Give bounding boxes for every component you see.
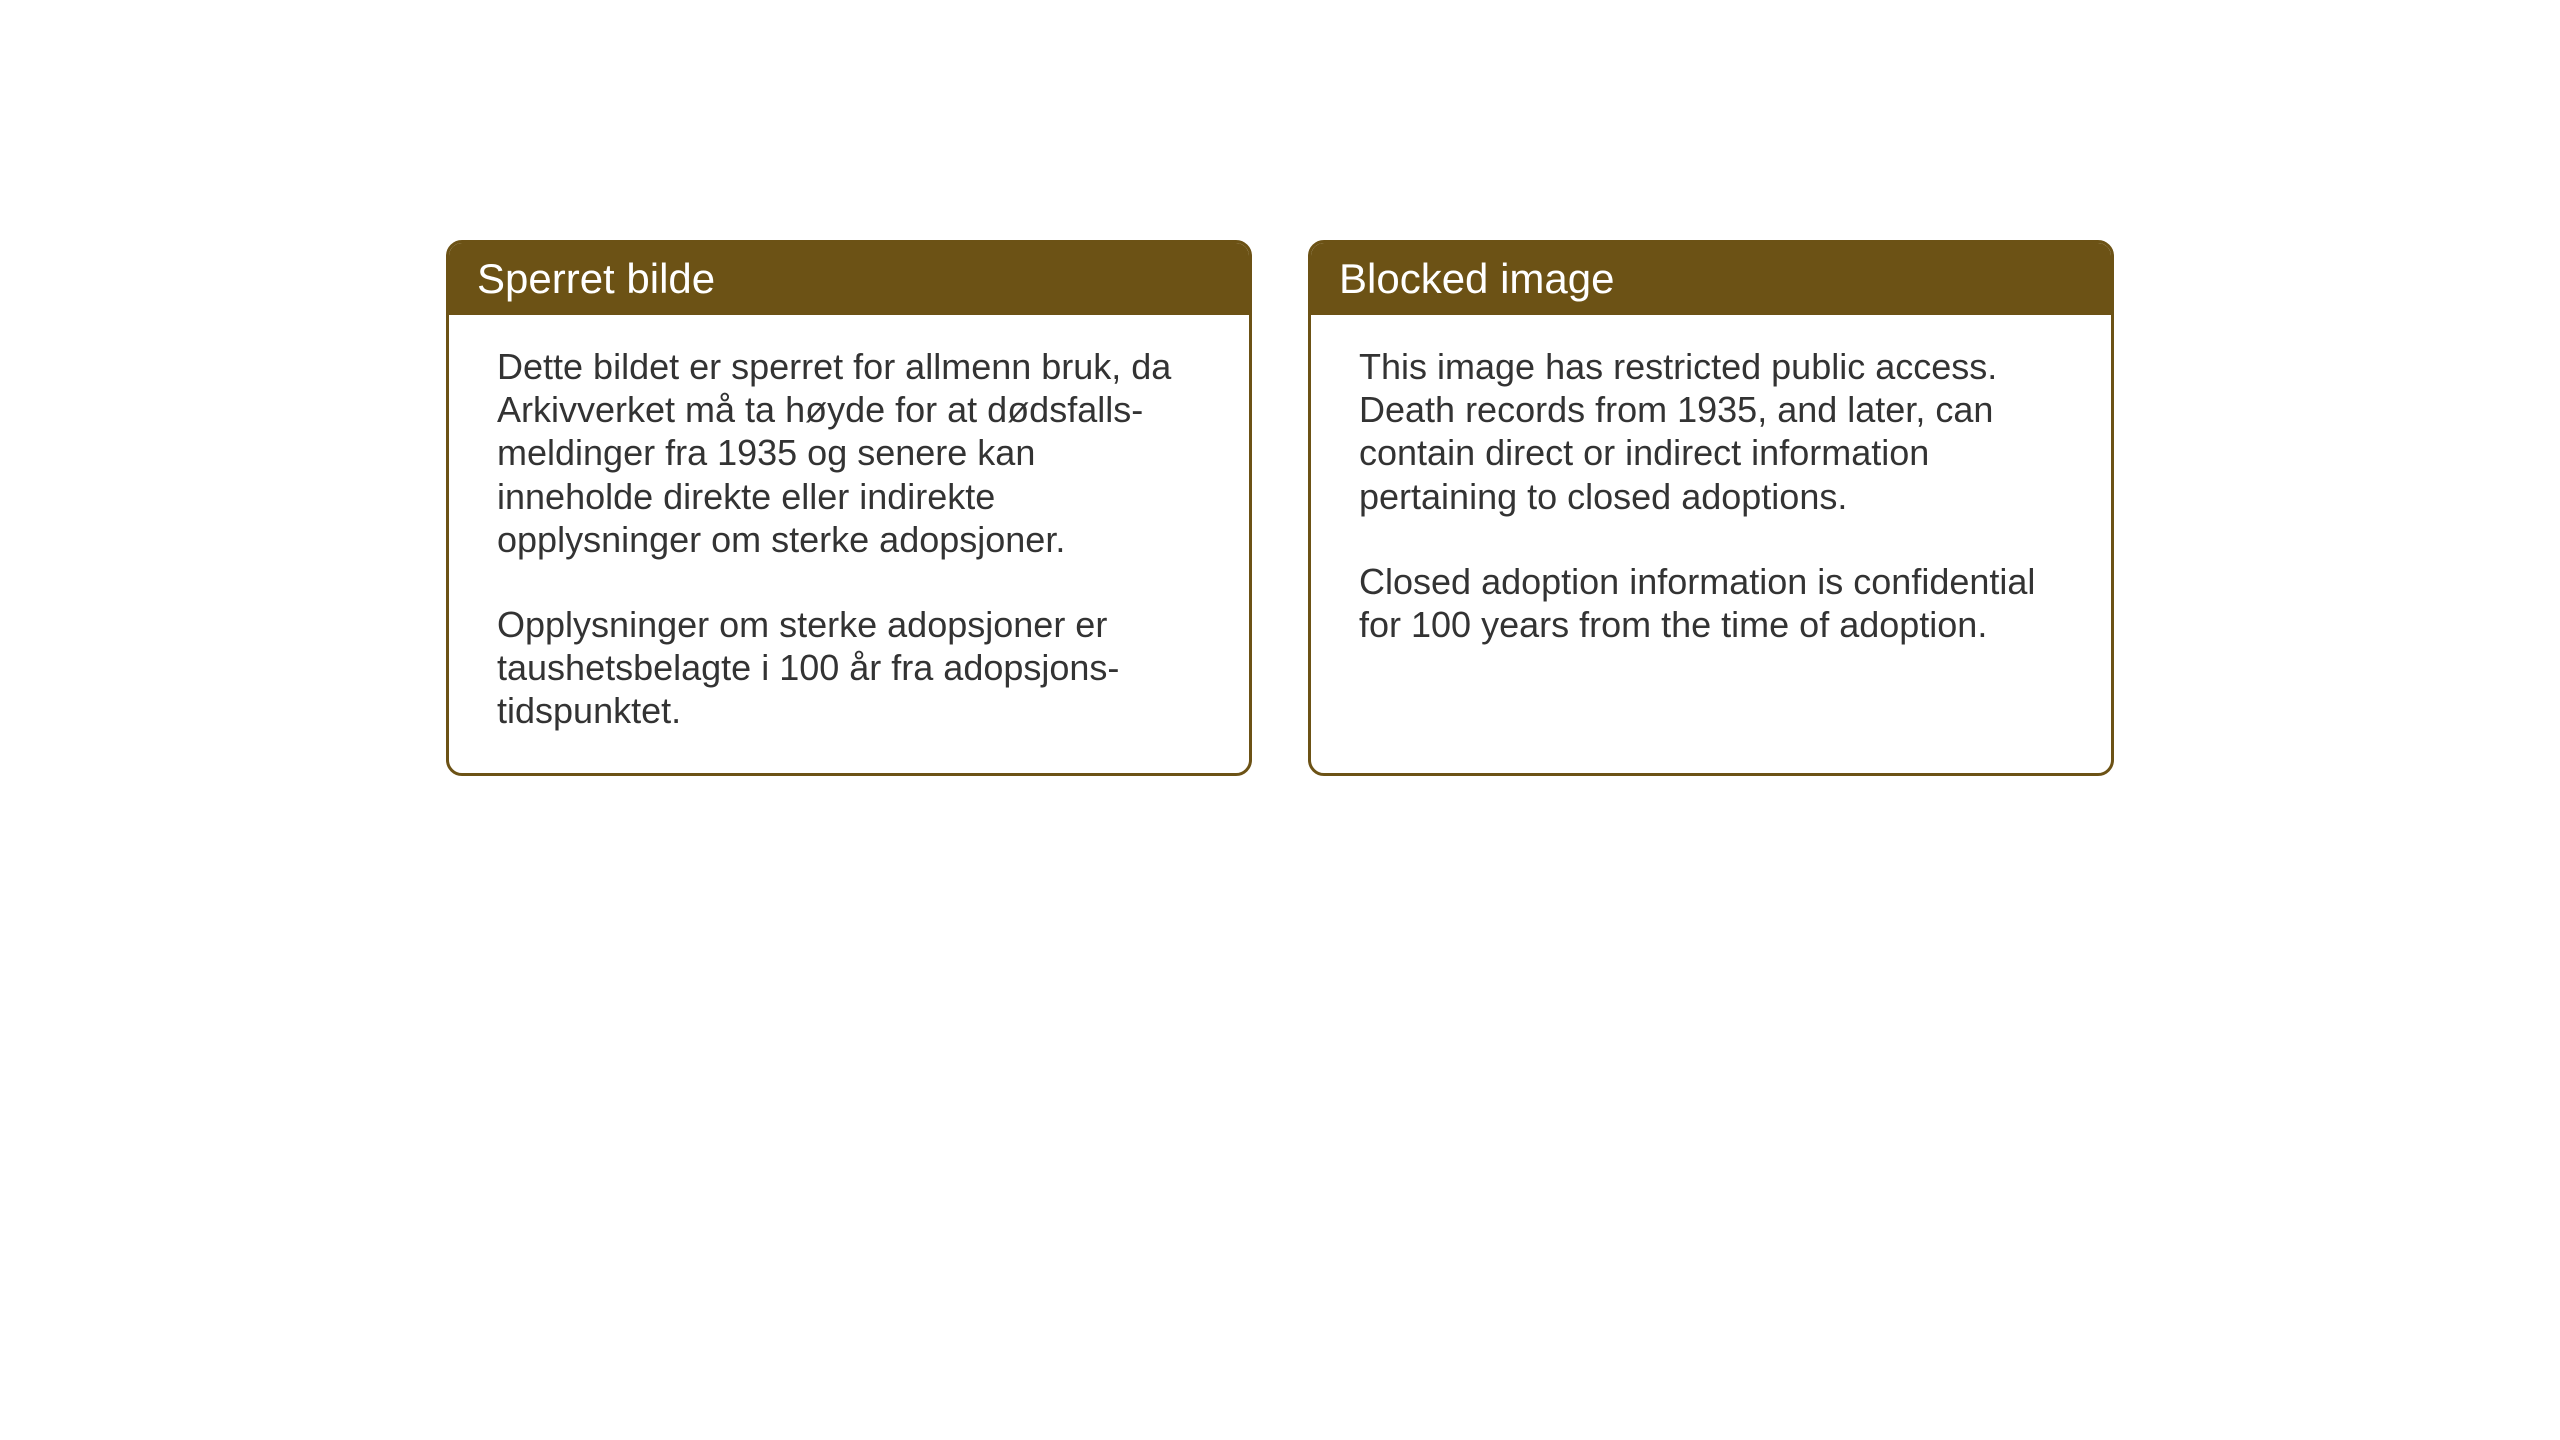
card-paragraph: Closed adoption information is confident… xyxy=(1359,560,2063,646)
card-norwegian: Sperret bilde Dette bildet er sperret fo… xyxy=(446,240,1252,776)
card-title-english: Blocked image xyxy=(1339,255,1614,302)
card-title-norwegian: Sperret bilde xyxy=(477,255,715,302)
card-paragraph: This image has restricted public access.… xyxy=(1359,345,2063,518)
card-container: Sperret bilde Dette bildet er sperret fo… xyxy=(446,240,2114,776)
card-body-norwegian: Dette bildet er sperret for allmenn bruk… xyxy=(449,315,1249,773)
card-header-english: Blocked image xyxy=(1311,243,2111,315)
card-english: Blocked image This image has restricted … xyxy=(1308,240,2114,776)
card-body-english: This image has restricted public access.… xyxy=(1311,315,2111,686)
card-paragraph: Dette bildet er sperret for allmenn bruk… xyxy=(497,345,1201,561)
card-header-norwegian: Sperret bilde xyxy=(449,243,1249,315)
card-paragraph: Opplysninger om sterke adopsjoner er tau… xyxy=(497,603,1201,733)
